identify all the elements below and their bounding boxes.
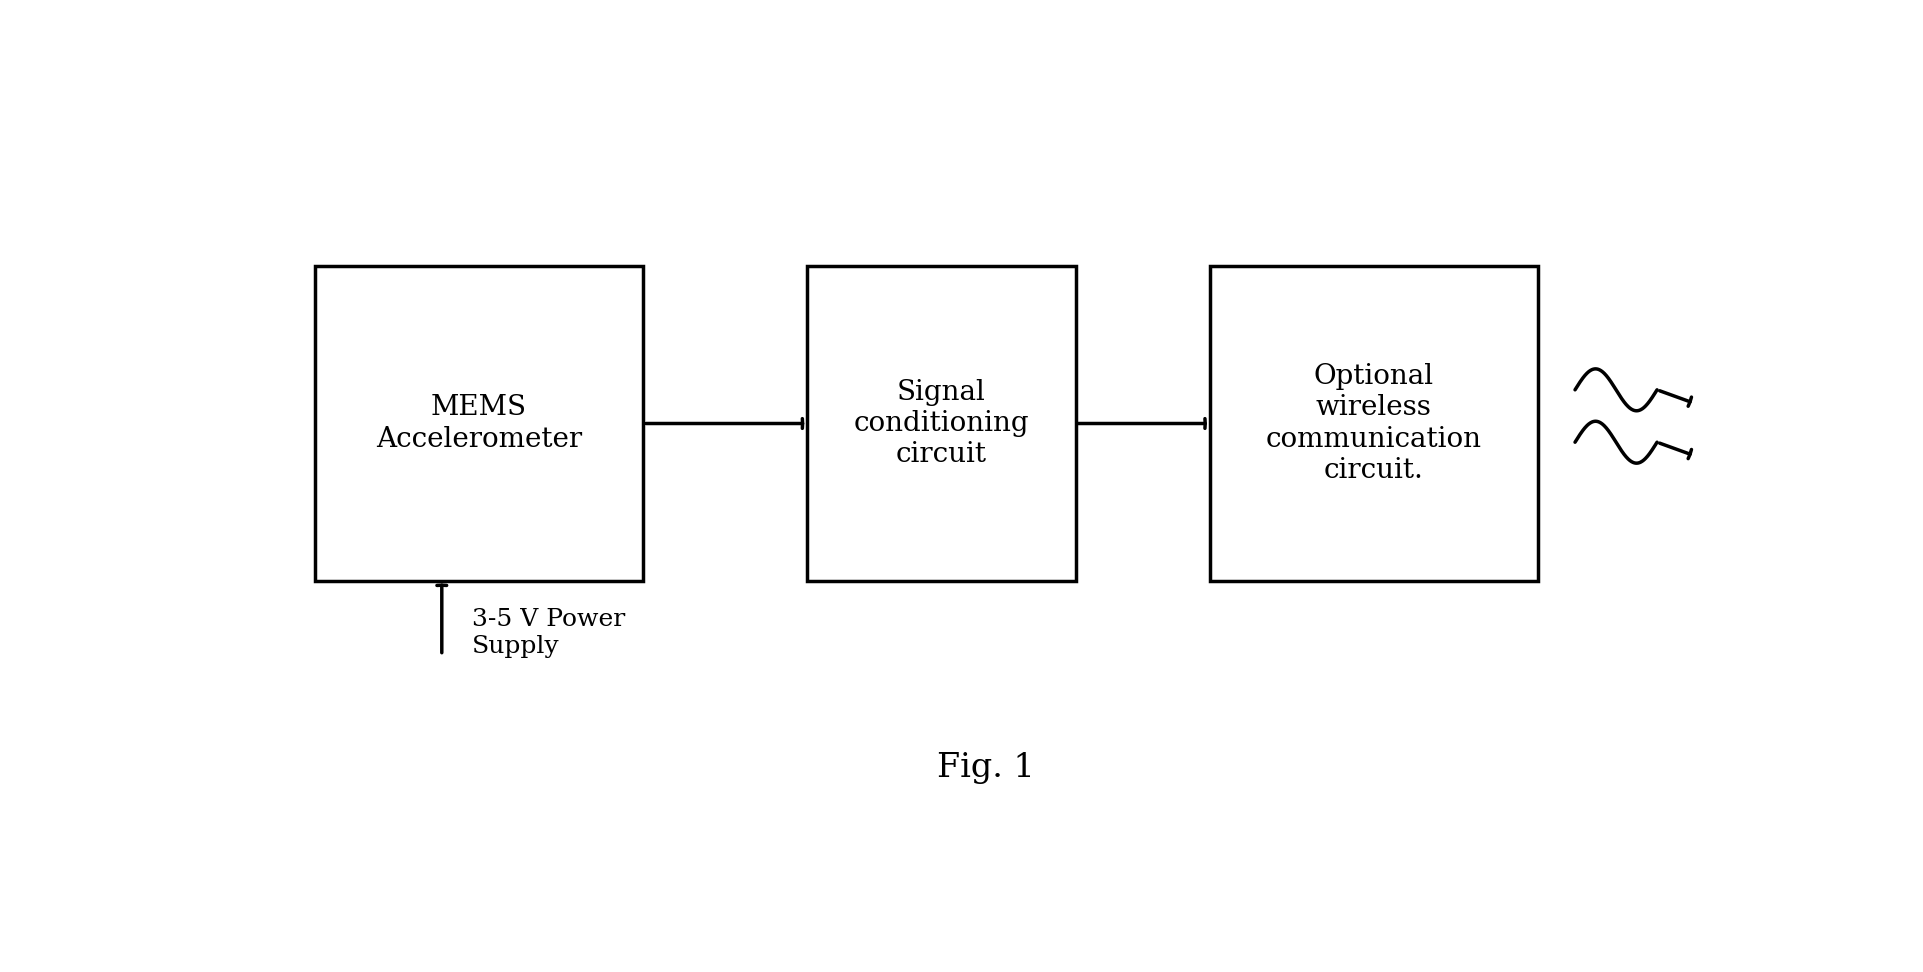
Text: MEMS
Accelerometer: MEMS Accelerometer xyxy=(375,395,583,453)
Text: Optional
wireless
communication
circuit.: Optional wireless communication circuit. xyxy=(1265,364,1481,484)
Text: 3-5 V Power
Supply: 3-5 V Power Supply xyxy=(471,608,625,658)
FancyBboxPatch shape xyxy=(808,266,1075,580)
FancyBboxPatch shape xyxy=(315,266,642,580)
Text: Signal
conditioning
circuit: Signal conditioning circuit xyxy=(854,379,1029,469)
FancyBboxPatch shape xyxy=(1210,266,1536,580)
Text: Fig. 1: Fig. 1 xyxy=(937,751,1035,783)
